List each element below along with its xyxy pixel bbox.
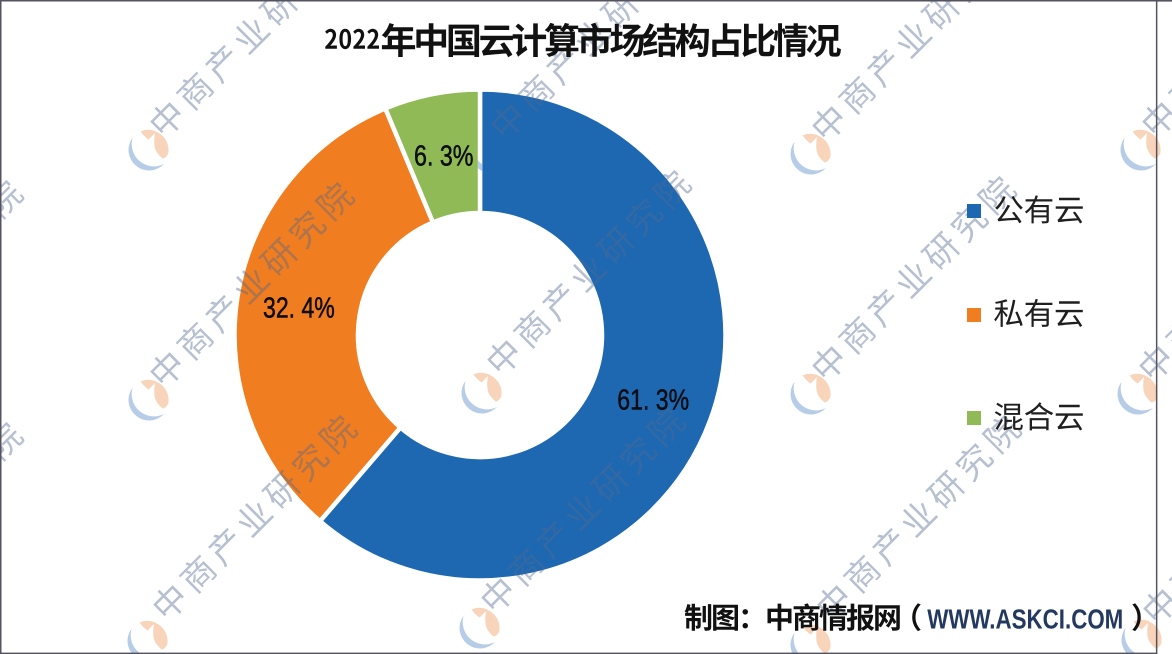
svg-text:32. 4%: 32. 4% — [263, 293, 335, 325]
svg-text:WWW.ASKCI.COM: WWW.ASKCI.COM — [927, 604, 1123, 635]
svg-text:61. 3%: 61. 3% — [617, 385, 689, 417]
svg-text:6. 3%: 6. 3% — [414, 141, 474, 173]
